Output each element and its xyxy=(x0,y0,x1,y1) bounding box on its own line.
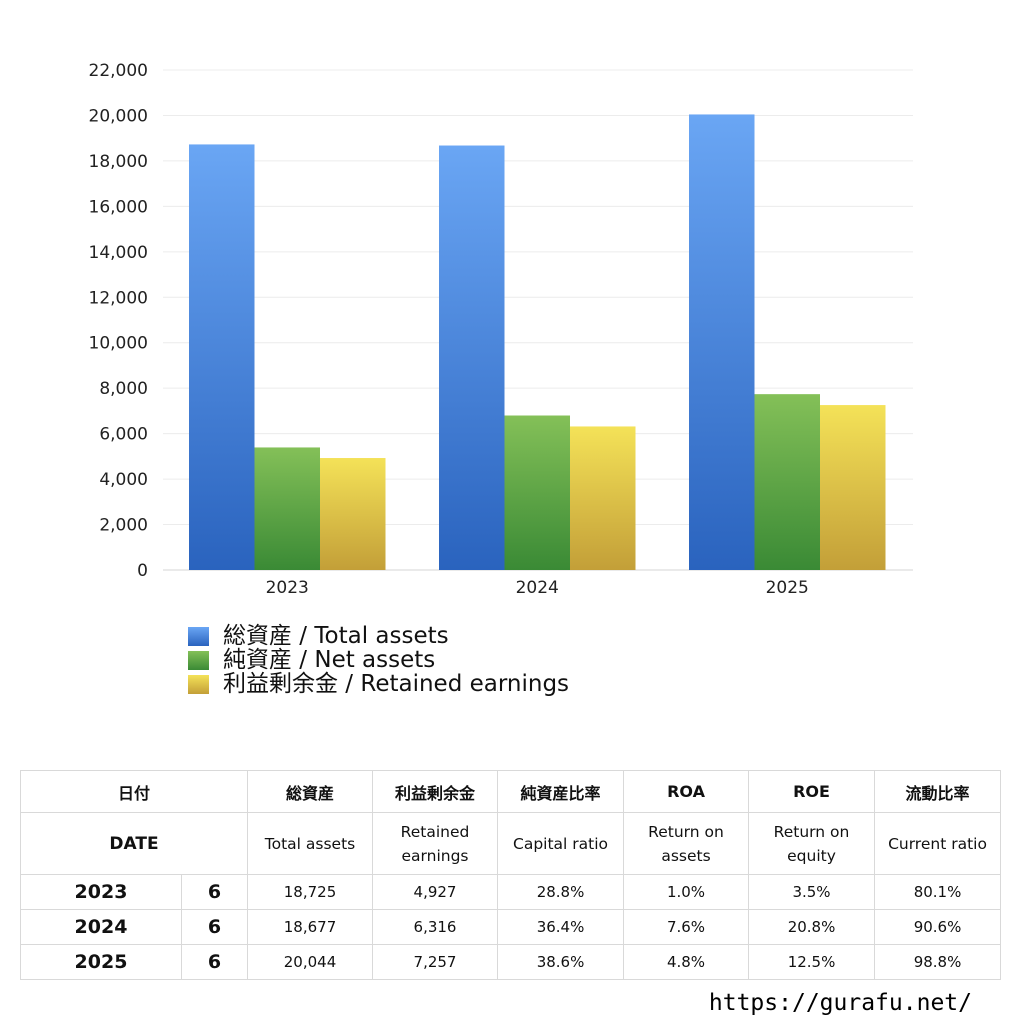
header-capital-ratio-jp: 純資産比率 xyxy=(497,770,625,813)
bar-retained-earnings xyxy=(570,426,636,570)
y-tick-label: 22,000 xyxy=(89,61,148,81)
legend-label-total-assets: 総資産 / Total assets xyxy=(223,623,449,649)
cell-total-assets: 18,725 xyxy=(247,874,374,910)
header-date-jp: 日付 xyxy=(19,770,249,813)
row-year: 2024 xyxy=(20,909,182,945)
header-current-ratio-jp: 流動比率 xyxy=(874,770,1002,813)
row-month: 6 xyxy=(180,944,249,980)
bar-net-assets xyxy=(254,447,320,570)
bar-total-assets xyxy=(689,114,755,571)
cell-total-assets: 18,677 xyxy=(247,909,374,945)
legend-label-retained-earnings: 利益剰余金 / Retained earnings xyxy=(223,671,570,697)
header-current-ratio-en: Current ratio xyxy=(874,812,1002,875)
y-tick-label: 0 xyxy=(137,561,148,581)
y-tick-label: 8,000 xyxy=(99,379,148,399)
footer-url: https://gurafu.net/ xyxy=(708,990,972,1016)
legend-item-net-assets: 純資産 / Net assets xyxy=(188,648,569,672)
cell-roe: 3.5% xyxy=(748,874,876,910)
y-tick-label: 18,000 xyxy=(89,152,148,172)
y-tick-label: 6,000 xyxy=(99,425,148,445)
y-tick-label: 2,000 xyxy=(99,516,148,536)
table-row: 2025 6 20,044 7,257 38.6% 4.8% 12.5% 98.… xyxy=(20,944,1002,980)
bars xyxy=(189,114,886,571)
header-retained-jp: 利益剰余金 xyxy=(372,770,499,813)
legend-swatch-retained-earnings xyxy=(188,674,209,694)
x-tick-label: 2023 xyxy=(266,578,309,598)
cell-current-ratio: 80.1% xyxy=(874,874,1002,910)
cell-roa: 1.0% xyxy=(623,874,750,910)
y-tick-label: 4,000 xyxy=(99,470,148,490)
cell-roe: 12.5% xyxy=(748,944,876,980)
cell-capital-ratio: 36.4% xyxy=(497,909,625,945)
header-date-en: DATE xyxy=(19,812,249,875)
bar-chart: 0 2,000 4,000 6,000 8,000 10,000 12,000 14,000 1… xyxy=(89,61,913,598)
bar-total-assets xyxy=(189,144,255,570)
financial-metrics-table: 日付 総資産 利益剰余金 純資産比率 ROA ROE 流動比率 DATE Tot… xyxy=(19,770,1002,980)
header-roe-jp: ROE xyxy=(748,770,876,813)
table-header-row-en: DATE Total assets Retained earnings Capi… xyxy=(19,812,1002,875)
header-capital-ratio-en: Capital ratio xyxy=(497,812,625,875)
cell-retained: 4,927 xyxy=(372,874,499,910)
table-header-row-jp: 日付 総資産 利益剰余金 純資産比率 ROA ROE 流動比率 xyxy=(19,770,1002,813)
table-row: 2023 6 18,725 4,927 28.8% 1.0% 3.5% 80.1… xyxy=(20,874,1002,910)
header-roa-en: Return on assets xyxy=(623,812,750,875)
cell-roe: 20.8% xyxy=(748,909,876,945)
cell-capital-ratio: 28.8% xyxy=(497,874,625,910)
legend-label-net-assets: 純資産 / Net assets xyxy=(223,647,436,673)
cell-capital-ratio: 38.6% xyxy=(497,944,625,980)
legend: 総資産 / Total assets 純資産 / Net assets 利益剰余… xyxy=(188,624,569,696)
cell-roa: 7.6% xyxy=(623,909,750,945)
cell-current-ratio: 90.6% xyxy=(874,909,1002,945)
bar-total-assets xyxy=(439,145,505,571)
legend-swatch-total-assets xyxy=(188,626,209,646)
header-total-assets-en: Total assets xyxy=(247,812,374,875)
cell-retained: 7,257 xyxy=(372,944,499,980)
y-axis-ticks: 0 2,000 4,000 6,000 8,000 10,000 12,000 14,000 1… xyxy=(89,61,148,581)
table-row: 2024 6 18,677 6,316 36.4% 7.6% 20.8% 90.… xyxy=(20,909,1002,945)
x-tick-label: 2024 xyxy=(516,578,559,598)
header-roa-jp: ROA xyxy=(623,770,750,813)
cell-total-assets: 20,044 xyxy=(247,944,374,980)
bar-retained-earnings xyxy=(820,405,886,570)
cell-roa: 4.8% xyxy=(623,944,750,980)
y-tick-label: 14,000 xyxy=(89,243,148,263)
header-retained-en: Retained earnings xyxy=(372,812,499,875)
legend-item-retained-earnings: 利益剰余金 / Retained earnings xyxy=(188,672,569,696)
cell-retained: 6,316 xyxy=(372,909,499,945)
row-year: 2025 xyxy=(20,944,182,980)
header-total-assets-jp: 総資産 xyxy=(247,770,374,813)
cell-current-ratio: 98.8% xyxy=(874,944,1002,980)
y-tick-label: 10,000 xyxy=(89,334,148,354)
x-axis-ticks: 2023 2024 2025 xyxy=(266,578,809,598)
row-month: 6 xyxy=(180,909,249,945)
bar-net-assets xyxy=(754,394,820,570)
y-tick-label: 20,000 xyxy=(89,106,148,126)
x-tick-label: 2025 xyxy=(766,578,809,598)
y-tick-label: 12,000 xyxy=(89,288,148,308)
bar-retained-earnings xyxy=(320,458,386,570)
legend-item-total-assets: 総資産 / Total assets xyxy=(188,624,569,648)
row-month: 6 xyxy=(180,874,249,910)
header-roe-en: Return on equity xyxy=(748,812,876,875)
bar-net-assets xyxy=(504,415,570,570)
legend-swatch-net-assets xyxy=(188,650,209,670)
row-year: 2023 xyxy=(20,874,182,910)
y-tick-label: 16,000 xyxy=(89,197,148,217)
